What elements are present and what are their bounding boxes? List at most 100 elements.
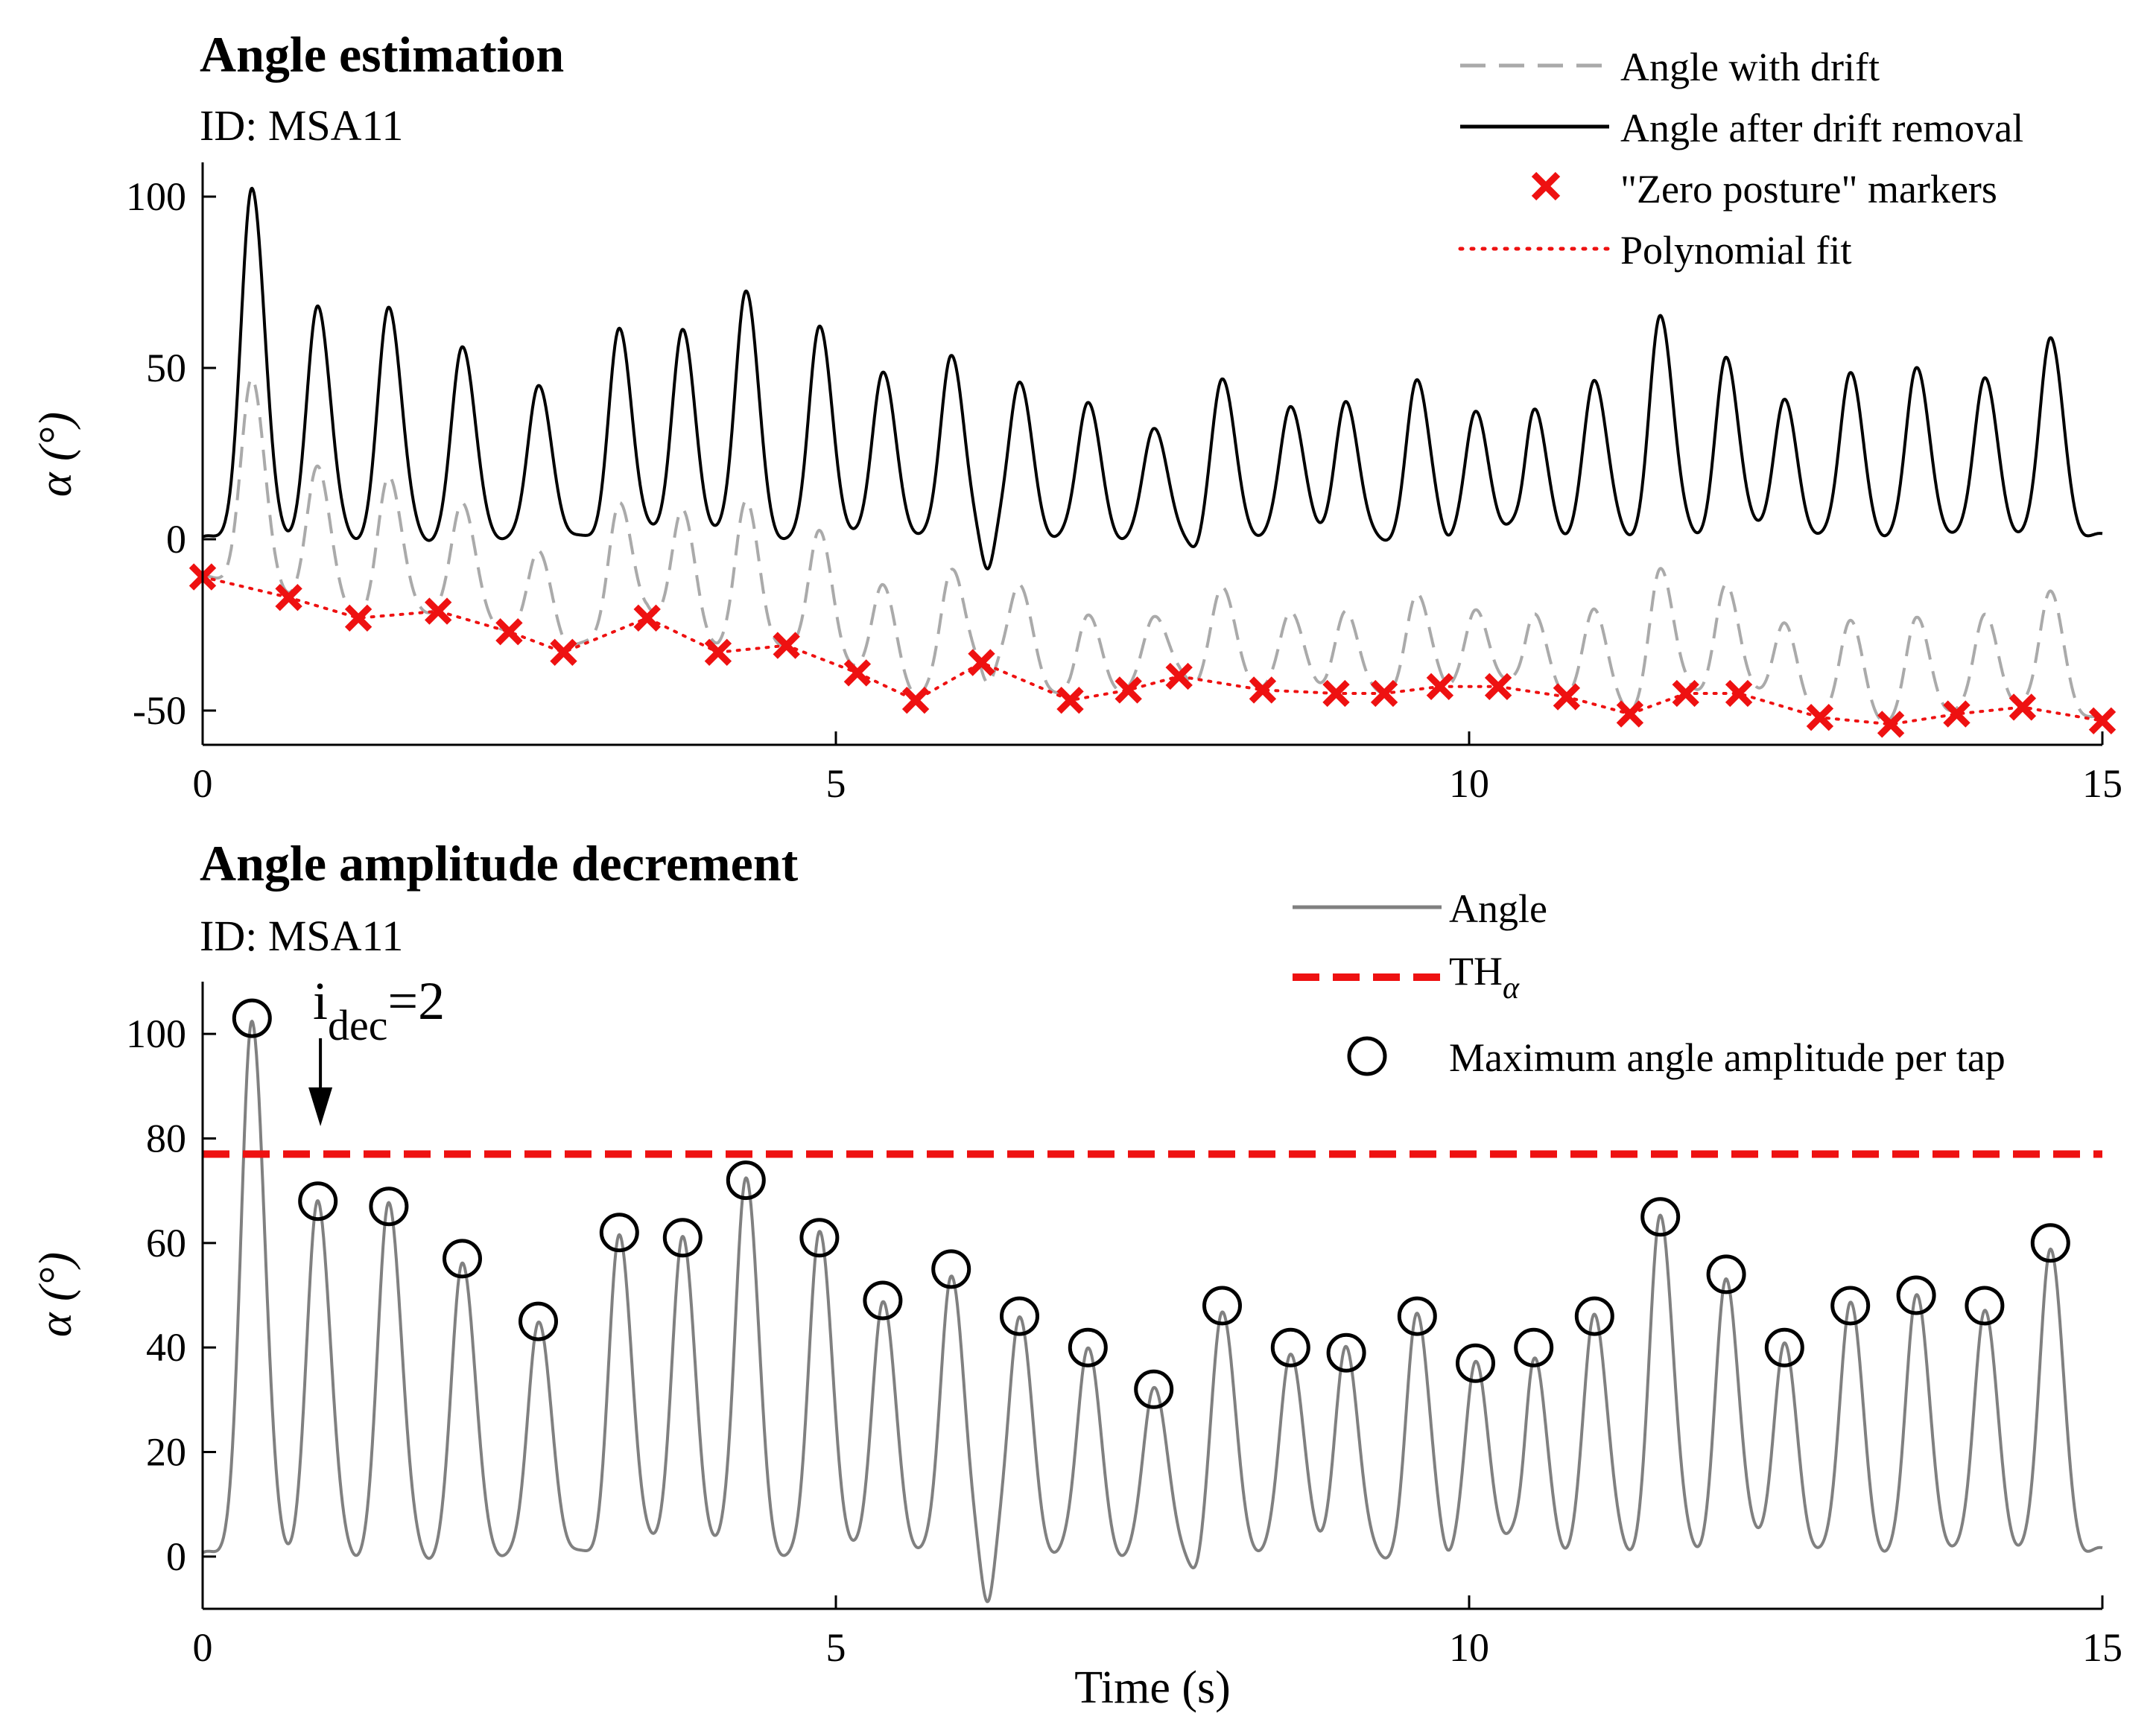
panel1-x-ticks: 0 5 10 15 <box>193 731 2122 806</box>
y-tick-label: 0 <box>166 517 186 562</box>
marker-stroke <box>1484 673 1512 700</box>
marker-stroke <box>1806 704 1834 731</box>
zero-posture-marker <box>1484 673 1512 700</box>
angle-after-drift-removal-line <box>201 186 2104 571</box>
marker-stroke <box>968 649 995 676</box>
max-amplitude-circle <box>726 1160 766 1201</box>
x-tick-label: 10 <box>1449 1625 1489 1670</box>
x-tick-label: 15 <box>2082 1625 2122 1670</box>
zero-posture-marker <box>1553 683 1581 711</box>
y-tick-label: 100 <box>126 1011 186 1056</box>
marker-stroke <box>2008 693 2037 721</box>
max-amplitude-circle <box>1068 1327 1108 1367</box>
max-amplitude-circle <box>1456 1343 1495 1383</box>
max-amplitude-circle <box>1574 1296 1614 1336</box>
angle-with-drift-line <box>203 376 2103 723</box>
zero-posture-marker <box>1672 679 1699 708</box>
legend-polyfit-label: Polynomial fit <box>1620 228 1852 273</box>
marker-stroke <box>1426 673 1454 700</box>
idec-label: idec=2 <box>313 971 445 1049</box>
max-amplitude-circle <box>1134 1369 1174 1409</box>
max-amplitude-circle <box>443 1239 482 1279</box>
zero-posture-marker <box>1426 673 1454 700</box>
max-amplitude-circle <box>1326 1332 1366 1373</box>
max-amplitude-circle <box>1000 1296 1039 1336</box>
marker-stroke <box>633 604 661 632</box>
legend-threshold-subscript: α <box>1503 971 1520 1006</box>
panel2-x-axis-label: Time (s) <box>1074 1662 1231 1713</box>
legend-circle-label: Maximum angle amplitude per tap <box>1449 1035 2006 1080</box>
panel1-y-axis-label: α (°) <box>31 412 81 497</box>
max-amplitude-circle <box>863 1280 903 1321</box>
y-tick-label: -50 <box>133 688 186 733</box>
marker-stroke <box>1056 687 1084 714</box>
zero-posture-marker <box>633 604 661 632</box>
marker-stroke <box>1370 679 1398 708</box>
marker-stroke <box>1165 662 1193 690</box>
x-tick-label: 5 <box>826 761 846 806</box>
marker-stroke <box>425 597 452 625</box>
marker-stroke <box>2088 707 2117 734</box>
idec-value: =2 <box>388 971 446 1031</box>
panel2-plot-area <box>201 998 2104 1604</box>
angle-line <box>201 1020 2104 1604</box>
max-amplitude-circles <box>232 998 2070 1409</box>
max-amplitude-circle <box>298 1181 338 1222</box>
max-amplitude-circle <box>931 1249 971 1289</box>
max-amplitude-circle <box>1764 1327 1804 1367</box>
marker-stroke <box>1943 700 1970 728</box>
panel-angle-estimation: Angle estimation ID: MSA11 0 5 10 15 -50050… <box>31 26 2122 806</box>
x-tick-label: 0 <box>193 1625 213 1670</box>
zero-posture-marker <box>1806 704 1834 731</box>
max-amplitude-circle <box>519 1301 558 1341</box>
marker-stroke <box>901 687 930 714</box>
legend-threshold-label: THα <box>1449 949 1520 1006</box>
marker-stroke <box>1672 679 1699 708</box>
x-tick-label: 10 <box>1449 761 1489 806</box>
marker-stroke <box>495 618 523 646</box>
zero-posture-marker <box>550 638 577 666</box>
marker-stroke <box>843 659 872 687</box>
x-tick-label: 0 <box>193 761 213 806</box>
marker-stroke <box>704 638 732 666</box>
zero-posture-marker <box>1115 676 1142 704</box>
panel2-legend: Angle THα Maximum angle amplitude per ta… <box>1293 886 2006 1080</box>
y-tick-label: 50 <box>146 346 186 390</box>
zero-posture-marker <box>773 632 800 659</box>
max-amplitude-circle <box>1397 1296 1437 1336</box>
y-tick-label: 80 <box>146 1116 186 1161</box>
max-amplitude-circle <box>1965 1286 2005 1326</box>
zero-posture-marker <box>704 638 732 666</box>
idec-arrow-head <box>308 1087 333 1126</box>
y-tick-label: 0 <box>166 1534 186 1579</box>
idec-i: i <box>313 971 328 1031</box>
zero-posture-marker <box>275 584 302 611</box>
panel2-subtitle: ID: MSA11 <box>200 912 403 960</box>
zero-posture-marker <box>425 597 452 625</box>
zero-posture-marker <box>344 604 372 632</box>
y-tick-label: 40 <box>146 1325 186 1370</box>
y-tick-label: 100 <box>126 174 186 219</box>
legend-threshold-th: TH <box>1449 949 1503 994</box>
zero-posture-marker <box>1249 676 1277 704</box>
legend-drift-removal-label: Angle after drift removal <box>1620 106 2023 150</box>
panel2-y-ticks: 0 20 40 60 80 100 <box>126 1011 216 1579</box>
marker-stroke <box>1877 711 1905 738</box>
max-amplitude-circle <box>1640 1197 1681 1237</box>
max-amplitude-circle <box>1830 1286 1871 1326</box>
zero-posture-marker <box>901 687 930 714</box>
max-amplitude-circle <box>232 998 272 1038</box>
legend-angle-label: Angle <box>1449 886 1547 931</box>
max-amplitude-circle <box>1706 1254 1746 1294</box>
max-amplitude-circle <box>599 1213 639 1253</box>
idec-annotation: idec=2 <box>308 971 445 1126</box>
marker-stroke <box>344 604 372 632</box>
zero-posture-marker <box>1322 679 1350 708</box>
max-amplitude-circle <box>369 1186 409 1227</box>
legend-zero-posture-label: "Zero posture" markers <box>1620 167 1997 212</box>
marker-stroke <box>773 632 800 659</box>
legend-zero-posture-swatch <box>1531 171 1561 201</box>
marker-stroke <box>1616 700 1644 728</box>
max-amplitude-circle <box>1270 1327 1310 1367</box>
max-amplitude-circle <box>662 1218 703 1258</box>
